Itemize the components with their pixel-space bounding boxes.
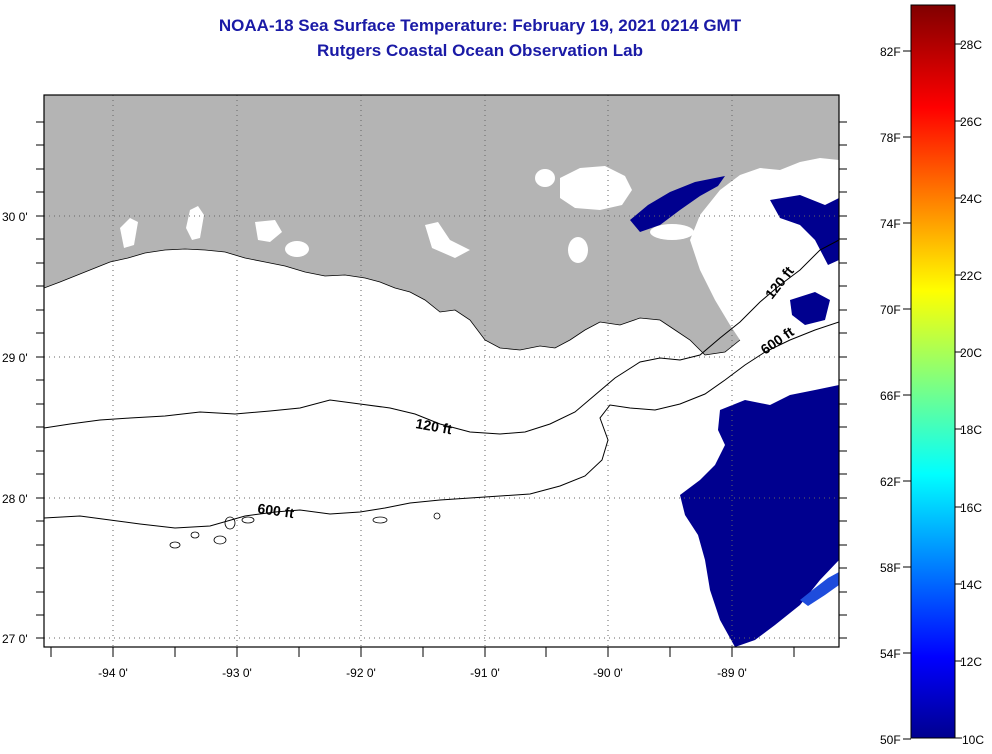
lat-label-30: 30 0' <box>2 210 28 224</box>
lake-pontchartrain <box>560 166 632 210</box>
coastline <box>44 248 741 356</box>
colorbar-f-82: 82F <box>880 45 901 59</box>
sst-patch-northeast <box>770 195 839 265</box>
lat-label-27: 27 0' <box>2 632 28 646</box>
map-subtitle: Rutgers Coastal Ocean Observation Lab <box>317 41 643 60</box>
colorbar-f-62: 62F <box>880 475 901 489</box>
lake-borgne <box>650 224 694 240</box>
colorbar-f-58: 58F <box>880 561 901 575</box>
colorbar-f-78: 78F <box>880 131 901 145</box>
lon-label-92: -92 0' <box>346 666 376 680</box>
graticule <box>44 95 839 647</box>
sst-patch-chandeleur <box>630 176 725 232</box>
contour-label-120ft-west: 120 ft <box>414 415 453 437</box>
land-mass <box>44 95 839 355</box>
lake-calcasieu <box>120 218 138 248</box>
sst-patch-main <box>680 385 839 647</box>
colorbar-c-18: 18C <box>960 423 982 437</box>
colorbar-f-70: 70F <box>880 303 901 317</box>
map-frame <box>43 94 840 648</box>
lat-label-29: 29 0' <box>2 351 28 365</box>
colorbar-c-20: 20C <box>960 346 982 360</box>
map-ticks <box>36 121 847 657</box>
lon-label-89: -89 0' <box>717 666 747 680</box>
colorbar-c-16: 16C <box>960 501 982 515</box>
isobath-600ft <box>44 321 839 529</box>
colorbar-f-74: 74F <box>880 217 901 231</box>
map-title: NOAA-18 Sea Surface Temperature: Februar… <box>218 16 742 35</box>
colorbar-c-22: 22C <box>960 269 982 283</box>
lake-salvador <box>568 237 588 263</box>
lon-label-94: -94 0' <box>98 666 128 680</box>
colorbar-f-50: 50F <box>880 733 901 747</box>
sst-patch-east <box>790 292 830 325</box>
lon-label-93: -93 0' <box>222 666 252 680</box>
colorbar-c-12: 12C <box>960 655 982 669</box>
colorbar-f-54: 54F <box>880 647 901 661</box>
lake-sabine <box>186 206 204 240</box>
isobath-120ft <box>44 239 839 435</box>
lake-maurepas <box>535 169 555 187</box>
lake-white <box>285 241 309 257</box>
colorbar-c-26: 26C <box>960 115 982 129</box>
colorbar-c-10: 10C <box>962 733 984 747</box>
lat-label-28: 28 0' <box>2 492 28 506</box>
colorbar <box>910 4 956 739</box>
colorbar-c-24: 24C <box>960 192 982 206</box>
lake-grand <box>255 220 282 242</box>
colorbar-c-28: 28C <box>960 38 982 52</box>
colorbar-ticks <box>903 43 962 740</box>
lon-label-90: -90 0' <box>593 666 623 680</box>
lon-label-91: -91 0' <box>470 666 500 680</box>
colorbar-f-66: 66F <box>880 389 901 403</box>
contour-label-600ft-west: 600 ft <box>257 500 296 521</box>
lake-atchafalaya <box>425 222 470 258</box>
sst-patch-mid <box>800 572 839 606</box>
colorbar-c-14: 14C <box>960 578 982 592</box>
contour-islands <box>169 512 441 549</box>
